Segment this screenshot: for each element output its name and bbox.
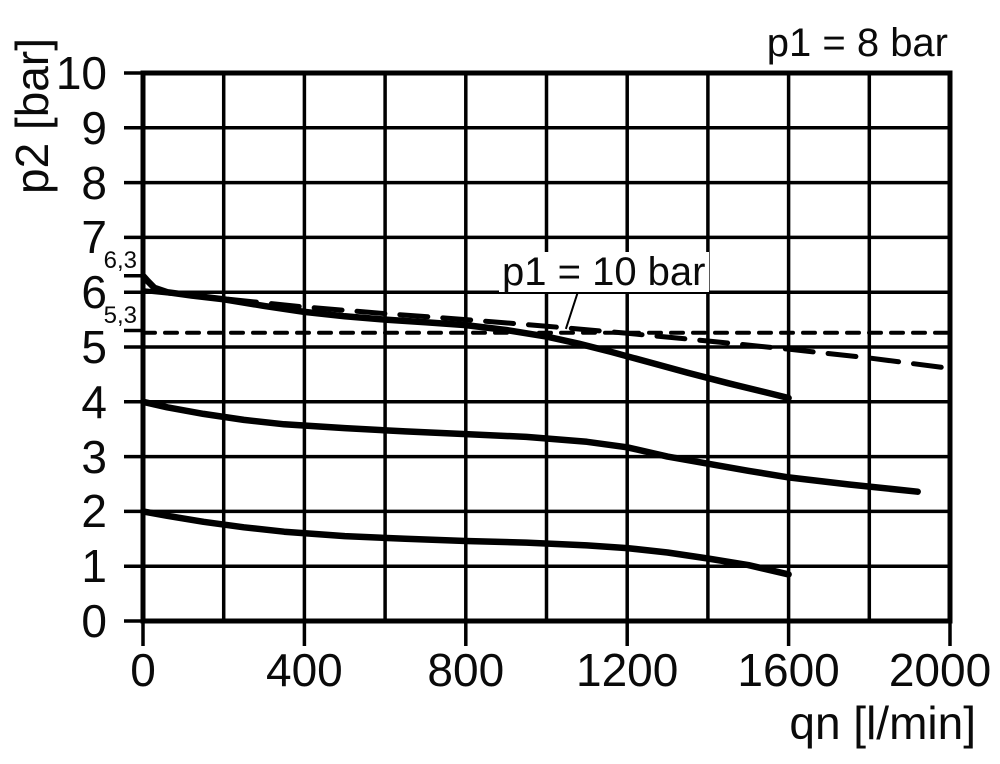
- y-tick-label: 8: [81, 156, 107, 209]
- x-tick-label: 1200: [576, 644, 679, 696]
- x-axis-title: qn [l/min]: [789, 697, 976, 749]
- x-tick-label: 0: [130, 644, 156, 696]
- y-extra-tick-label: 6,3: [103, 246, 137, 274]
- y-tick-label: 5: [81, 321, 107, 373]
- y-tick-label: 4: [81, 375, 107, 428]
- y-extra-tick-label: 5,3: [103, 301, 137, 329]
- x-tick-label: 2000: [888, 644, 992, 696]
- p1-8bar-annotation: p1 = 8 bar: [766, 21, 948, 65]
- curve-set-4: [139, 398, 921, 495]
- x-tick-label: 400: [266, 644, 343, 696]
- y-tick-label: 10: [55, 47, 107, 99]
- curve-p1-10bar: [140, 288, 953, 371]
- y-tick-label: 9: [81, 101, 107, 154]
- y-tick-label: 1: [81, 540, 107, 593]
- y-tick-label: 3: [81, 430, 107, 483]
- y-tick-label: 7: [81, 211, 107, 264]
- curve-set-6-3: [139, 272, 792, 402]
- y-tick-label: 0: [81, 595, 107, 647]
- curve-set-2: [139, 508, 792, 578]
- p1-10bar-annotation: p1 = 10 bar: [499, 252, 709, 292]
- y-tick-label: 2: [81, 485, 107, 538]
- x-tick-label: 800: [427, 644, 505, 696]
- y-tick-label: 6: [81, 266, 107, 319]
- x-tick-label: 1600: [737, 644, 840, 696]
